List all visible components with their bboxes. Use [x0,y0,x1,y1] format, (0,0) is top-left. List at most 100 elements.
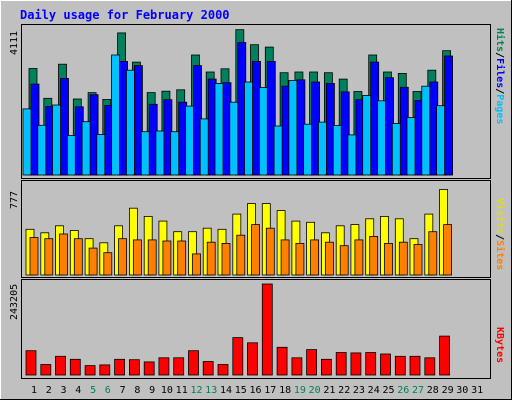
bar-sites-day-25 [384,242,393,276]
day-label: 6 [105,385,111,396]
day-label: 17 [264,385,276,396]
bar-kbytes-day-8 [128,359,140,376]
day-label: 3 [60,385,66,396]
legend-sep: / [494,88,505,94]
bar-pages-day-9 [140,131,150,176]
legend-files: Files [494,58,506,88]
bar-sites-day-20 [310,239,320,276]
bar-kbytes-day-11 [173,357,185,376]
bar-kbytes-day-1 [25,350,37,376]
day-label: 31 [471,385,483,396]
day-label: 1 [31,385,37,396]
bar-sites-day-26 [398,241,408,276]
bar-kbytes-day-23 [350,352,362,376]
day-label: 9 [149,385,155,396]
bar-pages-day-24 [362,95,372,176]
visits-max-label: 777 [9,191,20,209]
bar-pages-day-15 [229,101,239,176]
bar-kbytes-day-6 [99,364,111,376]
bar-sites-day-6 [103,252,113,276]
day-label: 16 [249,385,261,396]
chart-bars [22,29,454,376]
legend-hits-files-pages: Hits/Files/Pages [494,28,506,124]
legend-visits: Visits [494,198,506,234]
bar-pages-day-18 [273,125,283,176]
bar-kbytes-day-26 [394,355,406,376]
bar-sites-day-10 [162,240,172,276]
chart-title: Daily usage for February 2000 [20,8,230,22]
bar-sites-day-4 [73,238,83,276]
bar-sites-day-13 [206,241,216,276]
bar-sites-day-28 [428,231,438,276]
day-label: 12 [190,385,202,396]
bar-sites-day-1 [29,237,39,276]
day-label: 11 [176,385,188,396]
bar-sites-day-18 [280,239,290,276]
bar-kbytes-day-16 [247,342,258,376]
bar-kbytes-day-20 [306,349,318,376]
day-label: 7 [120,385,126,396]
hits-max-label: 4111 [9,31,20,55]
day-label: 24 [368,385,380,396]
legend-kbytes-label: KBytes [494,327,505,363]
bar-pages-day-20 [303,123,313,176]
bar-kbytes-day-14 [217,364,229,376]
bar-sites-day-3 [59,233,68,276]
bar-kbytes-day-7 [114,358,125,376]
bar-pages-day-17 [258,87,268,176]
bar-kbytes-day-18 [276,346,288,376]
bar-pages-day-21 [317,121,327,176]
bar-pages-day-23 [347,134,357,176]
day-label: 30 [456,385,468,396]
bar-pages-day-13 [199,118,209,176]
day-label: 26 [397,385,409,396]
day-label: 14 [220,385,232,396]
bar-pages-day-5 [81,121,91,176]
bar-sites-day-24 [369,235,379,276]
legend-sep: / [494,52,505,58]
bar-sites-day-2 [44,238,54,276]
bar-sites-day-17 [265,227,275,276]
bar-sites-day-22 [339,245,349,276]
legend-sites: Sites [494,240,506,270]
day-label: 5 [90,385,96,396]
bar-pages-day-1 [22,108,32,176]
bar-kbytes-day-21 [320,358,332,376]
day-labels: 1 2 3 4 5 6 7 8 9 10 11 12 13 14 15 16 17 18 19 20 21 22 23 24 2… [31,385,483,396]
day-label: 10 [161,385,173,396]
bar-kbytes-day-15 [232,337,244,376]
bar-pages-day-2 [37,124,47,176]
bar-sites-day-5 [88,247,98,276]
legend-kbytes: KBytes [494,327,505,363]
bar-kbytes-day-3 [55,355,66,376]
bar-kbytes-day-4 [69,358,81,376]
legend-pages: Pages [494,94,505,124]
bar-sites-day-16 [251,224,260,276]
bar-pages-day-27 [406,117,416,176]
day-label: 25 [382,385,394,396]
bar-sites-day-8 [132,239,142,276]
day-label: 4 [75,385,81,396]
bar-kbytes-day-13 [202,361,214,376]
bar-kbytes-day-24 [365,352,377,376]
bar-pages-day-28 [421,85,431,176]
bar-pages-day-4 [66,135,76,176]
bar-pages-day-8 [126,69,135,176]
bar-kbytes-day-25 [380,353,391,376]
bar-pages-day-22 [332,125,342,176]
legend-hits: Hits [494,28,506,52]
bar-kbytes-day-28 [424,357,436,376]
day-label: 28 [427,385,439,396]
bar-pages-day-19 [288,80,298,176]
bar-sites-day-27 [413,244,423,276]
day-label: 20 [309,385,321,396]
bar-kbytes-day-22 [335,352,347,376]
bar-sites-day-29 [443,224,453,276]
bar-pages-day-12 [185,105,194,176]
day-label: 19 [294,385,306,396]
bar-pages-day-11 [170,131,180,176]
bar-pages-day-14 [214,83,224,176]
day-label: 22 [338,385,350,396]
